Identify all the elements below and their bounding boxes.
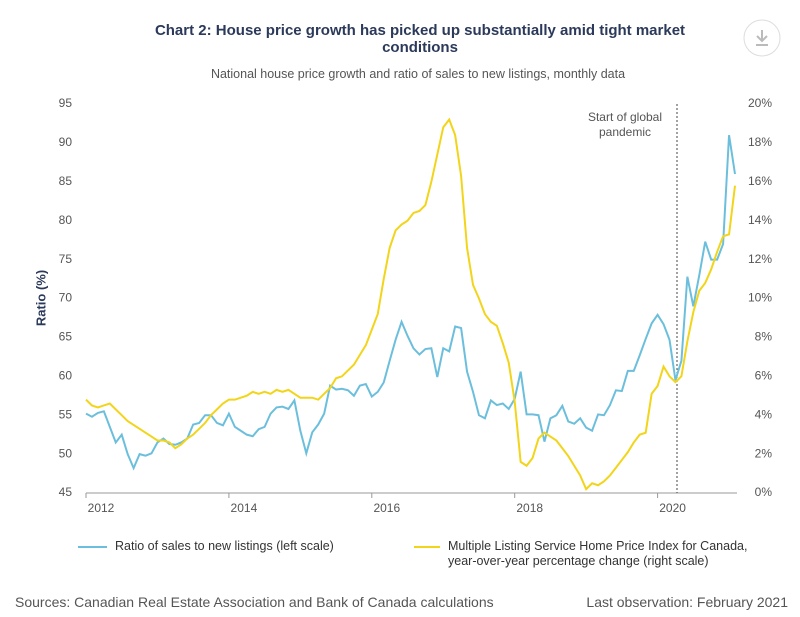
y-axis-label: Ratio (%) xyxy=(33,270,48,326)
y-tick-label: 60 xyxy=(59,368,73,382)
y-tick-label: 50 xyxy=(59,446,73,460)
y-tick-label: 90 xyxy=(59,135,73,149)
y2-tick-label: 10% xyxy=(748,291,772,305)
download-icon xyxy=(756,30,768,46)
annotation: Start of global pandemic xyxy=(587,110,663,139)
source: Sources: Canadian Real Estate Associatio… xyxy=(15,594,494,610)
y-tick-label: 45 xyxy=(59,485,73,499)
y-tick-label: 80 xyxy=(59,213,73,227)
x-tick-label: 2012 xyxy=(88,501,115,515)
y2-tick-label: 6% xyxy=(755,368,773,382)
y-tick-label: 85 xyxy=(59,174,73,188)
y2-tick-label: 12% xyxy=(748,252,772,266)
chart-subtitle: National house price growth and ratio of… xyxy=(210,67,626,81)
last-observation: Last observation: February 2021 xyxy=(586,594,788,610)
y-tick-label: 95 xyxy=(59,96,73,110)
x-tick-label: 2014 xyxy=(231,501,258,515)
y2-tick-label: 18% xyxy=(748,135,772,149)
x-tick-label: 2018 xyxy=(516,501,543,515)
y-tick-label: 70 xyxy=(59,291,73,305)
series-line xyxy=(85,134,736,471)
legend-label: Multiple Listing Service Home Price Inde… xyxy=(448,539,748,568)
y-tick-label: 55 xyxy=(59,407,73,421)
y2-tick-label: 2% xyxy=(755,446,773,460)
x-tick-label: 2016 xyxy=(373,501,400,515)
series-line xyxy=(85,117,736,491)
chart-title: Chart 2: House price growth has picked u… xyxy=(154,22,686,56)
x-tick-label: 2020 xyxy=(659,501,686,515)
y2-tick-label: 4% xyxy=(755,407,773,421)
y2-tick-label: 20% xyxy=(748,96,772,110)
y2-tick-label: 16% xyxy=(748,174,772,188)
y2-tick-label: 14% xyxy=(748,213,772,227)
y-tick-label: 65 xyxy=(59,330,73,344)
y2-tick-label: 0% xyxy=(755,485,773,499)
legend-label: Ratio of sales to new listings (left sca… xyxy=(115,539,334,553)
y2-tick-label: 8% xyxy=(755,330,773,344)
y-tick-label: 75 xyxy=(59,252,73,266)
